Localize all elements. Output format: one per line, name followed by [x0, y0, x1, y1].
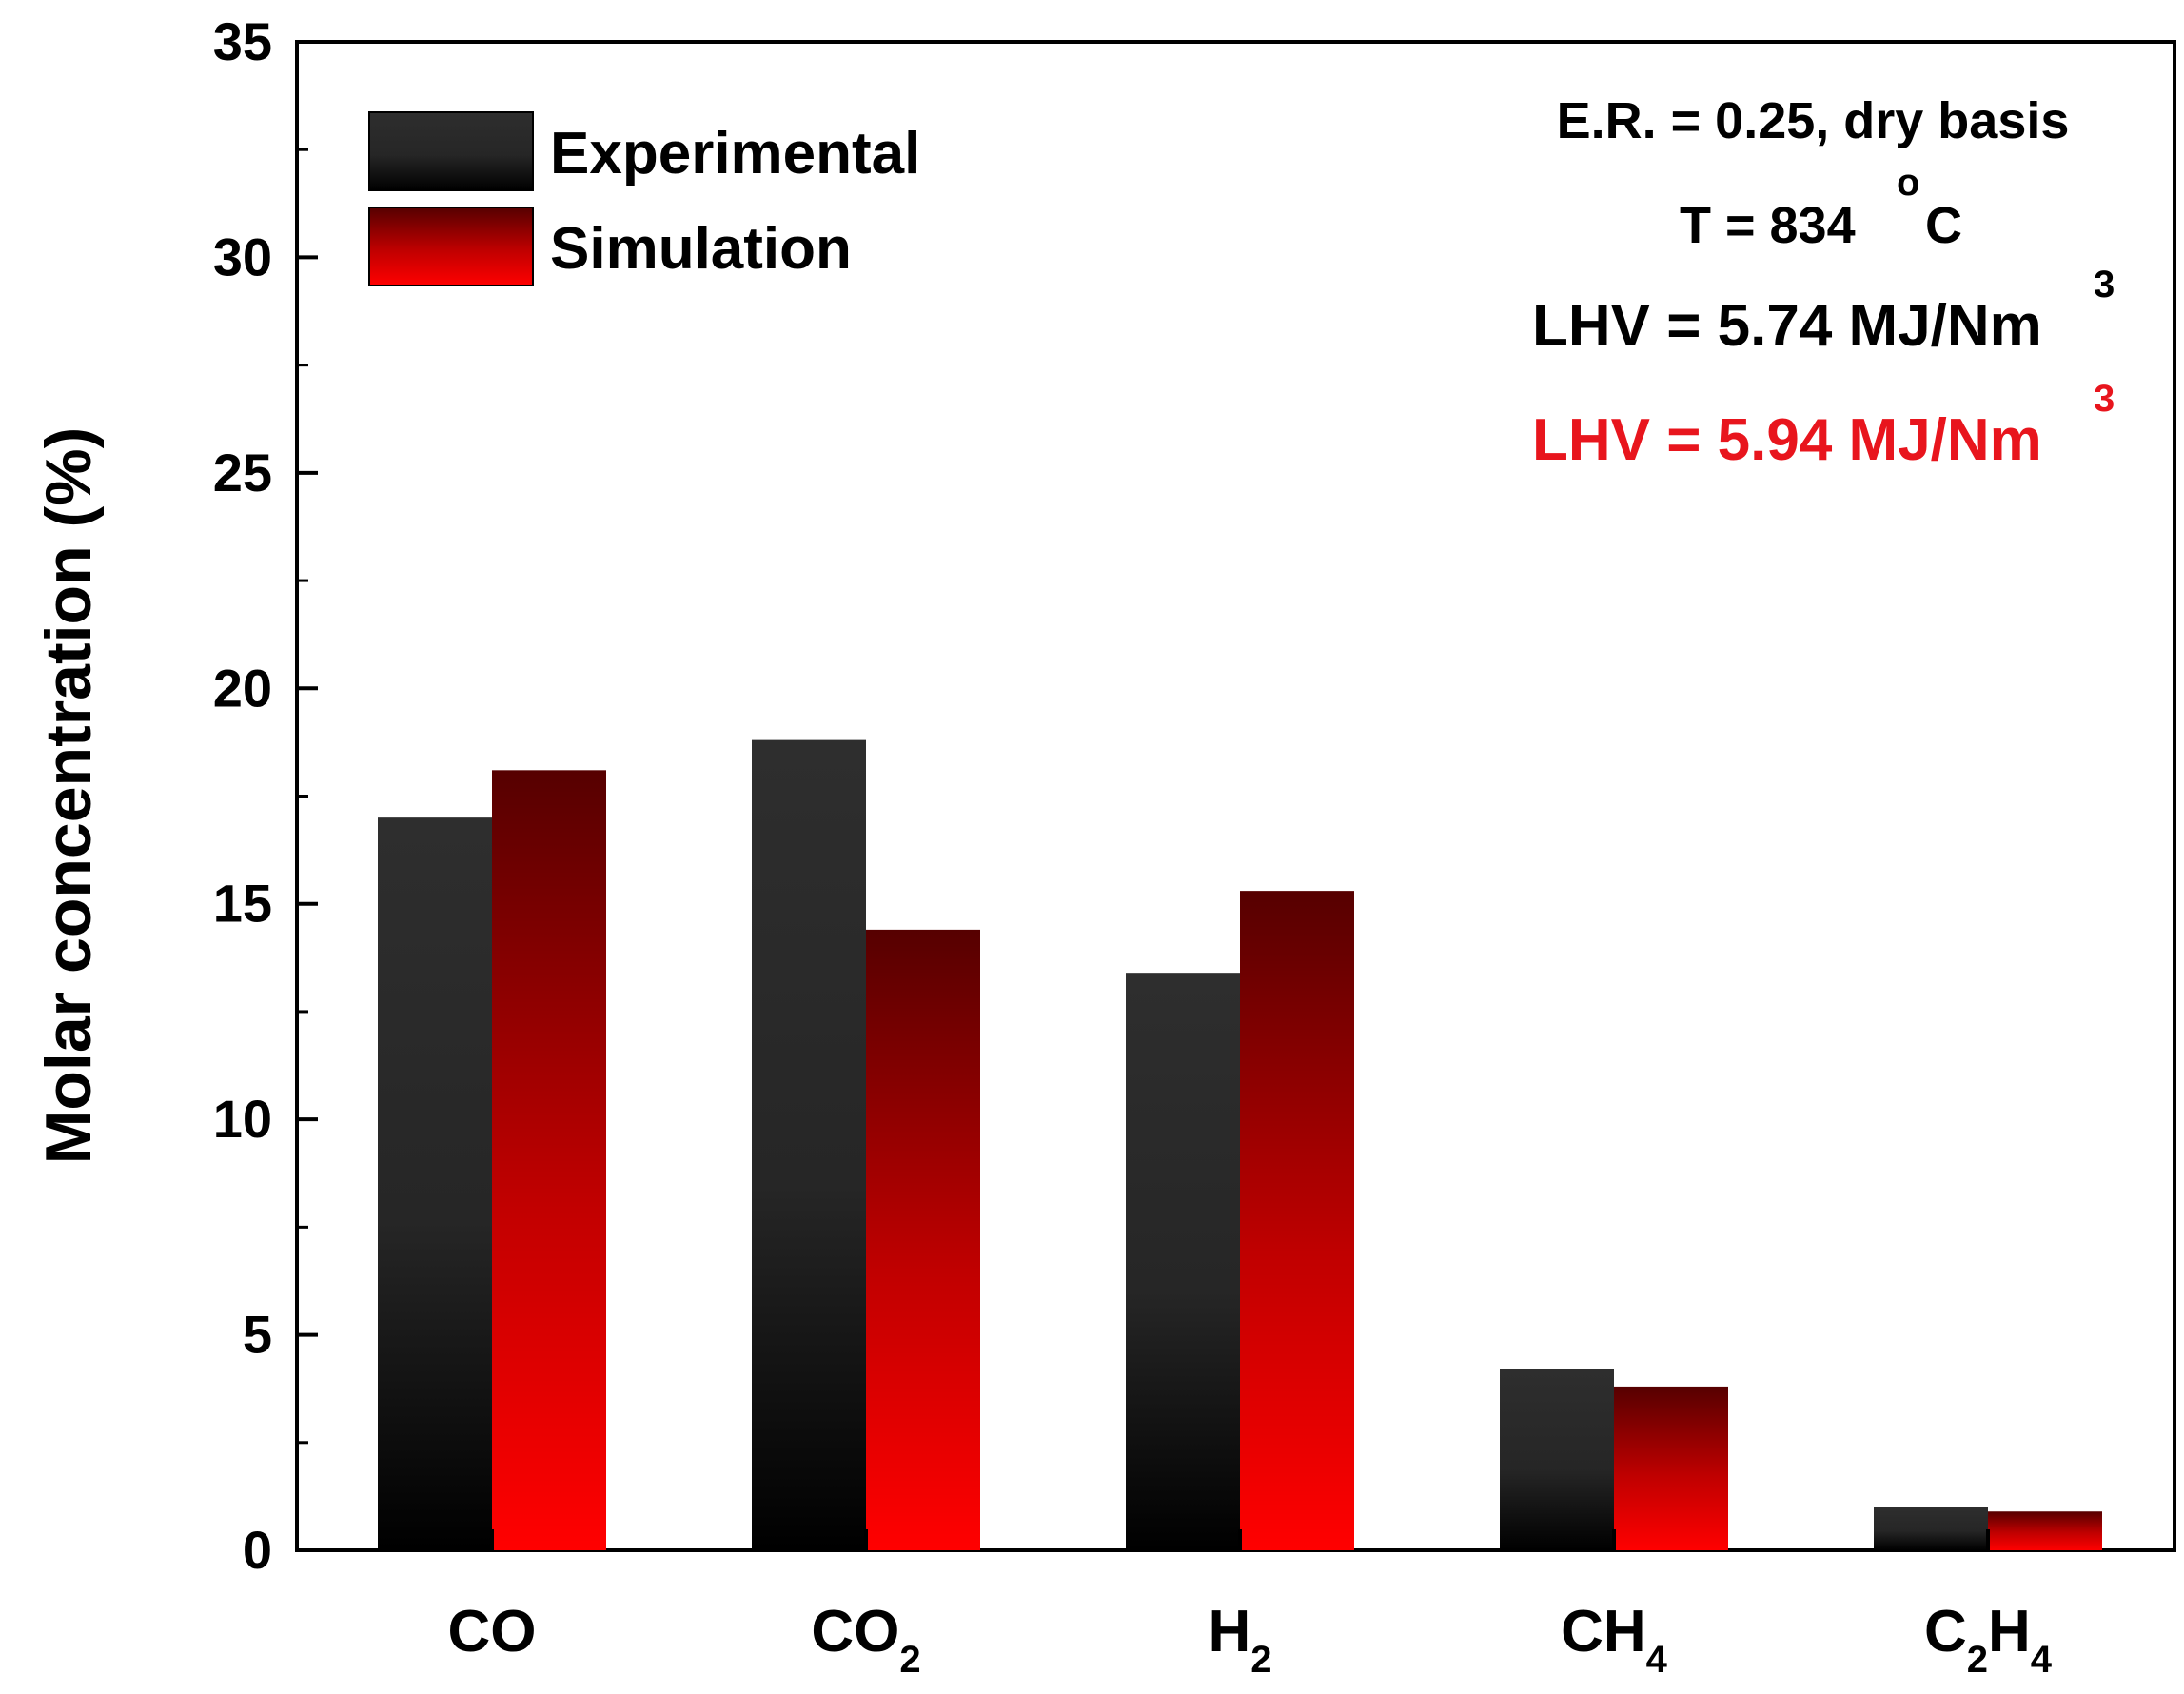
y-axis-label: Molar concentration (%) — [32, 427, 105, 1165]
bar-simulation — [1614, 1386, 1728, 1550]
lhv-simulation-superscript: 3 — [2094, 378, 2115, 420]
temperature-unit: C — [1925, 197, 1962, 254]
y-tick-label: 5 — [243, 1305, 272, 1365]
bar-experimental — [1126, 973, 1240, 1550]
x-tick-label: CO2 — [811, 1599, 920, 1681]
bar-simulation — [1240, 891, 1354, 1550]
bar-simulation — [866, 929, 980, 1550]
x-axis: CO CO2 H2 CH4 C2H4 — [448, 1529, 2053, 1681]
x-tick-label: C2H4 — [1924, 1599, 2053, 1681]
bar-experimental — [1500, 1369, 1614, 1550]
y-tick-label: 15 — [213, 874, 272, 934]
y-tick-label: 10 — [213, 1089, 272, 1149]
legend-swatch-simulation — [368, 207, 534, 286]
bar-experimental — [752, 739, 866, 1550]
lhv-simulation-text: LHV = 5.94 MJ/Nm — [1532, 407, 2042, 473]
bar-experimental — [1874, 1507, 1988, 1550]
temperature-degree: o — [1897, 162, 1919, 204]
conditions-annotation: E.R. = 0.25, dry basis — [1557, 92, 2070, 149]
y-tick-label: 35 — [213, 11, 272, 71]
lhv-experimental-text: LHV = 5.74 MJ/Nm — [1532, 293, 2042, 359]
x-tick-label: CO — [448, 1599, 537, 1664]
legend-swatch-experimental — [368, 111, 534, 191]
temperature-prefix: T = 834 — [1680, 197, 1870, 254]
y-tick-label: 25 — [213, 443, 272, 502]
bar-simulation — [1988, 1511, 2102, 1550]
y-tick-label: 0 — [243, 1520, 272, 1580]
legend-label-simulation: Simulation — [550, 216, 852, 282]
y-tick-label: 20 — [213, 658, 272, 718]
lhv-experimental-annotation: LHV = 5.74 MJ/Nm 3 — [1532, 264, 2115, 359]
legend: Experimental Simulation — [368, 111, 920, 286]
x-tick-label: H2 — [1208, 1599, 1271, 1681]
annotations: E.R. = 0.25, dry basis T = 834 o C LHV =… — [1532, 92, 2115, 473]
lhv-simulation-annotation: LHV = 5.94 MJ/Nm 3 — [1532, 378, 2115, 473]
y-tick-label: 30 — [213, 227, 272, 286]
lhv-experimental-superscript: 3 — [2094, 264, 2115, 305]
x-tick-label: CH4 — [1561, 1599, 1668, 1681]
legend-label-experimental: Experimental — [550, 121, 920, 187]
temperature-annotation: T = 834 o C — [1680, 162, 1962, 254]
bar-experimental — [378, 817, 492, 1550]
bars-group — [378, 739, 2102, 1550]
bar-simulation — [492, 770, 606, 1550]
y-axis: 0 5 10 15 20 25 30 35 — [213, 11, 318, 1580]
